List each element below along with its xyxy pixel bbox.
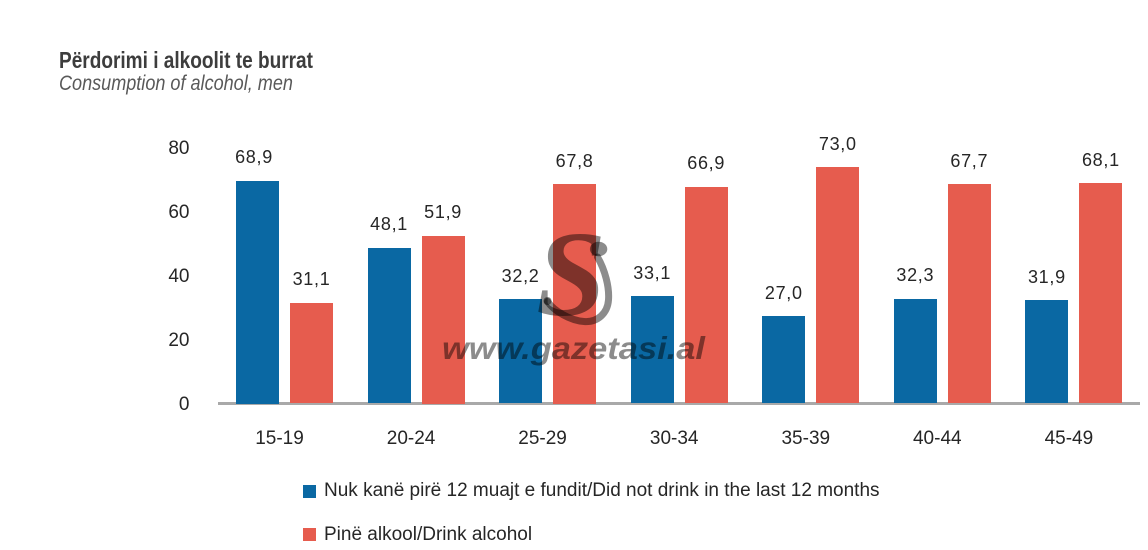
svg-text:S: S	[536, 207, 606, 342]
svg-text:www.gazetasi.al: www.gazetasi.al	[442, 330, 706, 366]
